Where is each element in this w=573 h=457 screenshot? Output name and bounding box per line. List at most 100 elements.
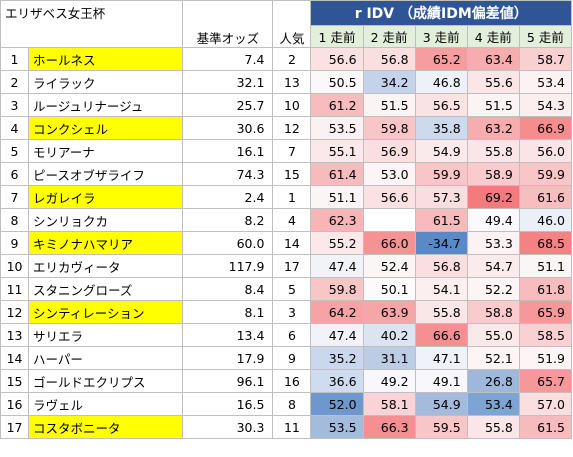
table-row: 14 ハーパー 17.9 9 35.2 31.1 47.1 52.1 51.9 bbox=[0, 346, 573, 370]
odds-value: 60.0 bbox=[182, 231, 274, 255]
popularity-value: 3 bbox=[272, 300, 312, 324]
popularity-value: 8 bbox=[272, 392, 312, 416]
horse-number: 11 bbox=[0, 277, 30, 301]
idm-value: 63.2 bbox=[466, 116, 520, 140]
idm-value: 53.5 bbox=[310, 415, 364, 439]
idm-table: エリザベス女王杯 基準オッズ 人気 r IDV （成績IDM偏差値） 1 走前 … bbox=[0, 0, 573, 439]
idm-value: 58.8 bbox=[466, 300, 520, 324]
run-header-3: 3 走前 bbox=[414, 25, 468, 48]
idm-value: 65.9 bbox=[518, 300, 573, 324]
idm-value: 69.2 bbox=[466, 185, 520, 209]
idm-value: 56.9 bbox=[362, 139, 416, 163]
popularity-header: 人気 bbox=[272, 0, 312, 48]
idm-value: 47.4 bbox=[310, 323, 364, 347]
table-row: 8 シンリョクカ 8.2 4 62.3 61.5 49.4 46.0 bbox=[0, 208, 573, 232]
idm-value: 63.4 bbox=[466, 47, 520, 71]
idm-value: 54.3 bbox=[518, 93, 573, 117]
popularity-value: 6 bbox=[272, 323, 312, 347]
odds-value: 16.5 bbox=[182, 392, 274, 416]
idm-value: 58.5 bbox=[518, 323, 573, 347]
popularity-value: 12 bbox=[272, 116, 312, 140]
table-row: 5 モリアーナ 16.1 7 55.1 56.9 54.9 55.8 56.0 bbox=[0, 139, 573, 163]
popularity-value: 13 bbox=[272, 70, 312, 94]
horse-name: ライラック bbox=[28, 70, 184, 94]
odds-value: 7.4 bbox=[182, 47, 274, 71]
idm-value: 66.9 bbox=[518, 116, 573, 140]
idm-value: 55.8 bbox=[414, 300, 468, 324]
horse-name: スタニングローズ bbox=[28, 277, 184, 301]
horse-number: 13 bbox=[0, 323, 30, 347]
horse-number: 6 bbox=[0, 162, 30, 186]
horse-number: 2 bbox=[0, 70, 30, 94]
odds-value: 32.1 bbox=[182, 70, 274, 94]
idm-value: 49.2 bbox=[362, 369, 416, 393]
popularity-value: 16 bbox=[272, 369, 312, 393]
idm-value: 66.0 bbox=[362, 231, 416, 255]
idm-band-header: r IDV （成績IDM偏差値） bbox=[310, 0, 572, 26]
idm-value: 61.5 bbox=[518, 415, 573, 439]
header-row-2: 1 走前 2 走前 3 走前 4 走前 5 走前 bbox=[1, 25, 573, 48]
horse-name: エリカヴィータ bbox=[28, 254, 184, 278]
horse-number: 8 bbox=[0, 208, 30, 232]
idm-value: 47.1 bbox=[414, 346, 468, 370]
table-row: 6 ピースオブザライフ 74.3 15 61.4 53.0 59.9 58.9 59.9 bbox=[0, 162, 573, 186]
idm-value: 53.4 bbox=[518, 70, 573, 94]
horse-number: 17 bbox=[0, 415, 30, 439]
idm-value: 51.1 bbox=[518, 254, 573, 278]
idm-value: 49.1 bbox=[414, 369, 468, 393]
idm-value: 65.7 bbox=[518, 369, 573, 393]
idm-value: 55.1 bbox=[310, 139, 364, 163]
horse-name: ホールネス bbox=[28, 47, 184, 71]
idm-value: 65.2 bbox=[414, 47, 468, 71]
odds-value: 8.2 bbox=[182, 208, 274, 232]
header-row-1: エリザベス女王杯 基準オッズ 人気 r IDV （成績IDM偏差値） bbox=[0, 0, 572, 48]
odds-value: 74.3 bbox=[182, 162, 274, 186]
idm-value: 52.1 bbox=[466, 346, 520, 370]
idm-value: 61.4 bbox=[310, 162, 364, 186]
odds-value: 16.1 bbox=[182, 139, 274, 163]
table-row: 2 ライラック 32.1 13 50.5 34.2 46.8 55.6 53.4 bbox=[0, 70, 573, 94]
idm-value: 58.1 bbox=[362, 392, 416, 416]
idm-value: 35.8 bbox=[414, 116, 468, 140]
idm-value: 26.8 bbox=[466, 369, 520, 393]
horse-name: レガレイラ bbox=[28, 185, 184, 209]
table-row: 12 シンティレーション 8.1 3 64.2 63.9 55.8 58.8 65.9 bbox=[0, 300, 573, 324]
horse-number: 16 bbox=[0, 392, 30, 416]
idm-value: 40.2 bbox=[362, 323, 416, 347]
idm-value: 54.7 bbox=[466, 254, 520, 278]
idm-value: 56.8 bbox=[414, 254, 468, 278]
idm-value: 61.5 bbox=[414, 208, 468, 232]
idm-value: 53.0 bbox=[362, 162, 416, 186]
popularity-value: 5 bbox=[272, 277, 312, 301]
idm-value: 58.7 bbox=[518, 47, 573, 71]
horse-name: ゴールドエクリプス bbox=[28, 369, 184, 393]
idm-value: 56.6 bbox=[310, 47, 364, 71]
idm-value: -34.7 bbox=[414, 231, 468, 255]
idm-value: 61.2 bbox=[310, 93, 364, 117]
horse-number: 14 bbox=[0, 346, 30, 370]
idm-value: 46.0 bbox=[518, 208, 573, 232]
idm-value: 66.3 bbox=[362, 415, 416, 439]
idm-value: 66.6 bbox=[414, 323, 468, 347]
idm-value: 57.0 bbox=[518, 392, 573, 416]
popularity-value: 4 bbox=[272, 208, 312, 232]
horse-name: コスタボニータ bbox=[28, 415, 184, 439]
idm-value: 50.5 bbox=[310, 70, 364, 94]
idm-value: 57.3 bbox=[414, 185, 468, 209]
odds-value: 25.7 bbox=[182, 93, 274, 117]
idm-value: 55.2 bbox=[310, 231, 364, 255]
idm-value: 59.8 bbox=[362, 116, 416, 140]
table-row: 7 レガレイラ 2.4 1 51.1 56.6 57.3 69.2 61.6 bbox=[0, 185, 573, 209]
run-header-4: 4 走前 bbox=[466, 25, 520, 48]
horse-number: 15 bbox=[0, 369, 30, 393]
odds-value: 13.4 bbox=[182, 323, 274, 347]
horse-name: ピースオブザライフ bbox=[28, 162, 184, 186]
popularity-value: 14 bbox=[272, 231, 312, 255]
table-row: 1 ホールネス 7.4 2 56.6 56.8 65.2 63.4 58.7 bbox=[0, 47, 573, 71]
idm-value: 56.8 bbox=[362, 47, 416, 71]
run-header-5: 5 走前 bbox=[518, 25, 573, 48]
idm-value: 54.9 bbox=[414, 392, 468, 416]
idm-value: 34.2 bbox=[362, 70, 416, 94]
idm-value: 52.2 bbox=[466, 277, 520, 301]
odds-header: 基準オッズ bbox=[182, 0, 274, 48]
